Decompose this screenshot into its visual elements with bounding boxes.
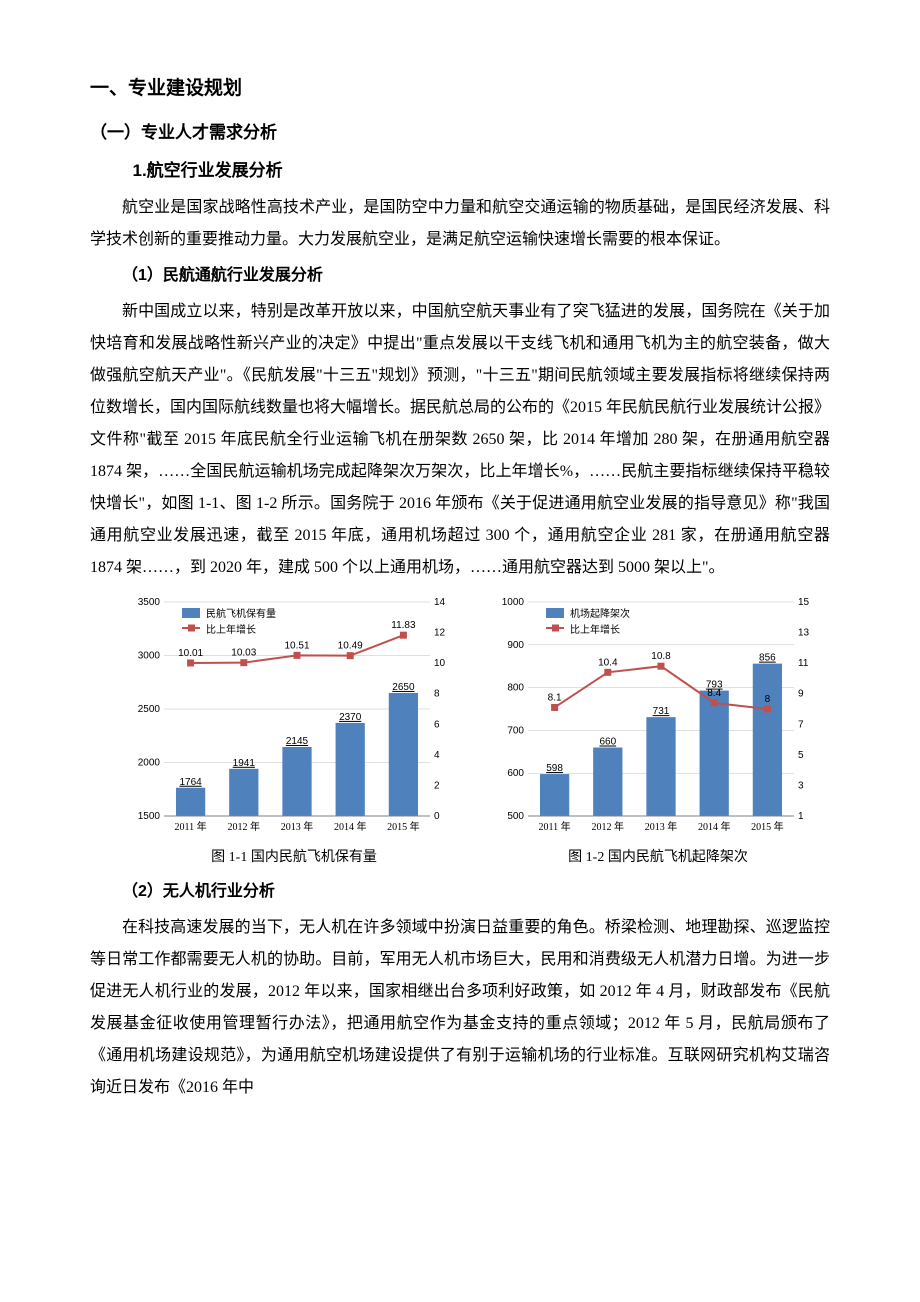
paragraph: 新中国成立以来，特别是改革开放以来，中国航空航天事业有了突飞猛进的发展，国务院在… [90, 296, 830, 584]
svg-text:8: 8 [765, 694, 771, 705]
svg-text:2650: 2650 [392, 682, 415, 693]
svg-text:3000: 3000 [138, 651, 161, 662]
svg-text:1941: 1941 [233, 758, 256, 769]
heading-level-4: （2）无人机行业分析 [90, 876, 830, 908]
svg-text:2015 年: 2015 年 [751, 820, 784, 833]
svg-text:11.83: 11.83 [391, 620, 416, 631]
svg-text:15: 15 [798, 597, 810, 608]
svg-text:2014 年: 2014 年 [698, 820, 731, 833]
svg-text:598: 598 [546, 763, 563, 774]
svg-text:5: 5 [798, 750, 804, 761]
svg-text:10: 10 [434, 658, 446, 669]
svg-text:8.1: 8.1 [548, 692, 562, 703]
svg-text:1500: 1500 [138, 811, 161, 822]
svg-text:1000: 1000 [502, 597, 525, 608]
svg-text:2014 年: 2014 年 [334, 820, 367, 833]
paragraph: 在科技高速发展的当下，无人机在许多领域中扮演日益重要的角色。桥梁检测、地理勘探、… [90, 912, 830, 1104]
chart-2: 5006007008009001000135791113155982011 年6… [486, 592, 826, 842]
heading-level-3: 1.航空行业发展分析 [90, 154, 830, 188]
heading-level-1: 一、专业建设规划 [90, 70, 830, 108]
svg-text:2012 年: 2012 年 [228, 820, 260, 833]
svg-text:2013 年: 2013 年 [645, 820, 678, 833]
chart-1-block: 1500 2000 2500 3000 3500 0 2 4 6 8 10 12 14 1764 2011 … [122, 592, 466, 872]
svg-text:11: 11 [798, 658, 809, 669]
svg-text:14: 14 [434, 597, 446, 608]
svg-text:856: 856 [759, 653, 776, 664]
svg-text:2000: 2000 [138, 758, 161, 769]
svg-text:比上年增长: 比上年增长 [570, 623, 620, 636]
svg-text:1764: 1764 [179, 777, 202, 788]
svg-text:1: 1 [798, 811, 804, 822]
heading-level-2: （一）专业人才需求分析 [90, 116, 830, 150]
svg-text:660: 660 [599, 737, 616, 748]
svg-text:民航飞机保有量: 民航飞机保有量 [206, 607, 276, 620]
svg-text:500: 500 [507, 811, 524, 822]
chart-2-caption: 图 1-2 国内民航飞机起降架次 [486, 844, 830, 872]
chart-1-caption: 图 1-1 国内民航飞机保有量 [122, 844, 466, 872]
svg-text:10.49: 10.49 [338, 641, 363, 652]
svg-text:10.8: 10.8 [651, 651, 671, 662]
svg-text:10.4: 10.4 [598, 657, 618, 668]
svg-text:2011 年: 2011 年 [539, 820, 571, 833]
svg-text:0: 0 [434, 811, 440, 822]
svg-text:3500: 3500 [138, 597, 161, 608]
svg-text:2370: 2370 [339, 712, 362, 723]
svg-text:900: 900 [507, 640, 524, 651]
svg-text:10.51: 10.51 [284, 640, 309, 651]
paragraph: 航空业是国家战略性高技术产业，是国防空中力量和航空交通运输的物质基础，是国民经济… [90, 192, 830, 256]
svg-text:10.03: 10.03 [231, 648, 256, 659]
svg-text:9: 9 [798, 689, 804, 700]
chart-1: 1500 2000 2500 3000 3500 0 2 4 6 8 10 12 14 1764 2011 … [122, 592, 462, 842]
svg-text:700: 700 [507, 725, 524, 736]
svg-text:3: 3 [798, 780, 804, 791]
svg-text:8.4: 8.4 [707, 688, 721, 699]
svg-text:12: 12 [434, 628, 446, 639]
svg-text:2: 2 [434, 780, 440, 791]
svg-text:2011 年: 2011 年 [175, 820, 207, 833]
svg-text:2015 年: 2015 年 [387, 820, 420, 833]
svg-text:731: 731 [653, 706, 670, 717]
svg-text:2012 年: 2012 年 [592, 820, 625, 833]
charts-row: 150020002500300035000246810121417642011 … [90, 592, 830, 872]
svg-text:7: 7 [798, 719, 804, 730]
svg-text:600: 600 [507, 768, 524, 779]
svg-text:比上年增长: 比上年增长 [206, 623, 256, 636]
svg-text:2013 年: 2013 年 [281, 820, 314, 833]
svg-text:6: 6 [434, 719, 440, 730]
svg-text:800: 800 [507, 683, 524, 694]
heading-level-4: （1）民航通航行业发展分析 [90, 260, 830, 292]
svg-text:4: 4 [434, 750, 440, 761]
svg-text:13: 13 [798, 628, 810, 639]
svg-text:2145: 2145 [286, 736, 309, 747]
svg-text:10.01: 10.01 [178, 648, 203, 659]
svg-text:8: 8 [434, 689, 440, 700]
chart-2-block: 5006007008009001000135791113155982011 年6… [486, 592, 830, 872]
svg-text:机场起降架次: 机场起降架次 [570, 607, 630, 620]
svg-text:2500: 2500 [138, 704, 161, 715]
